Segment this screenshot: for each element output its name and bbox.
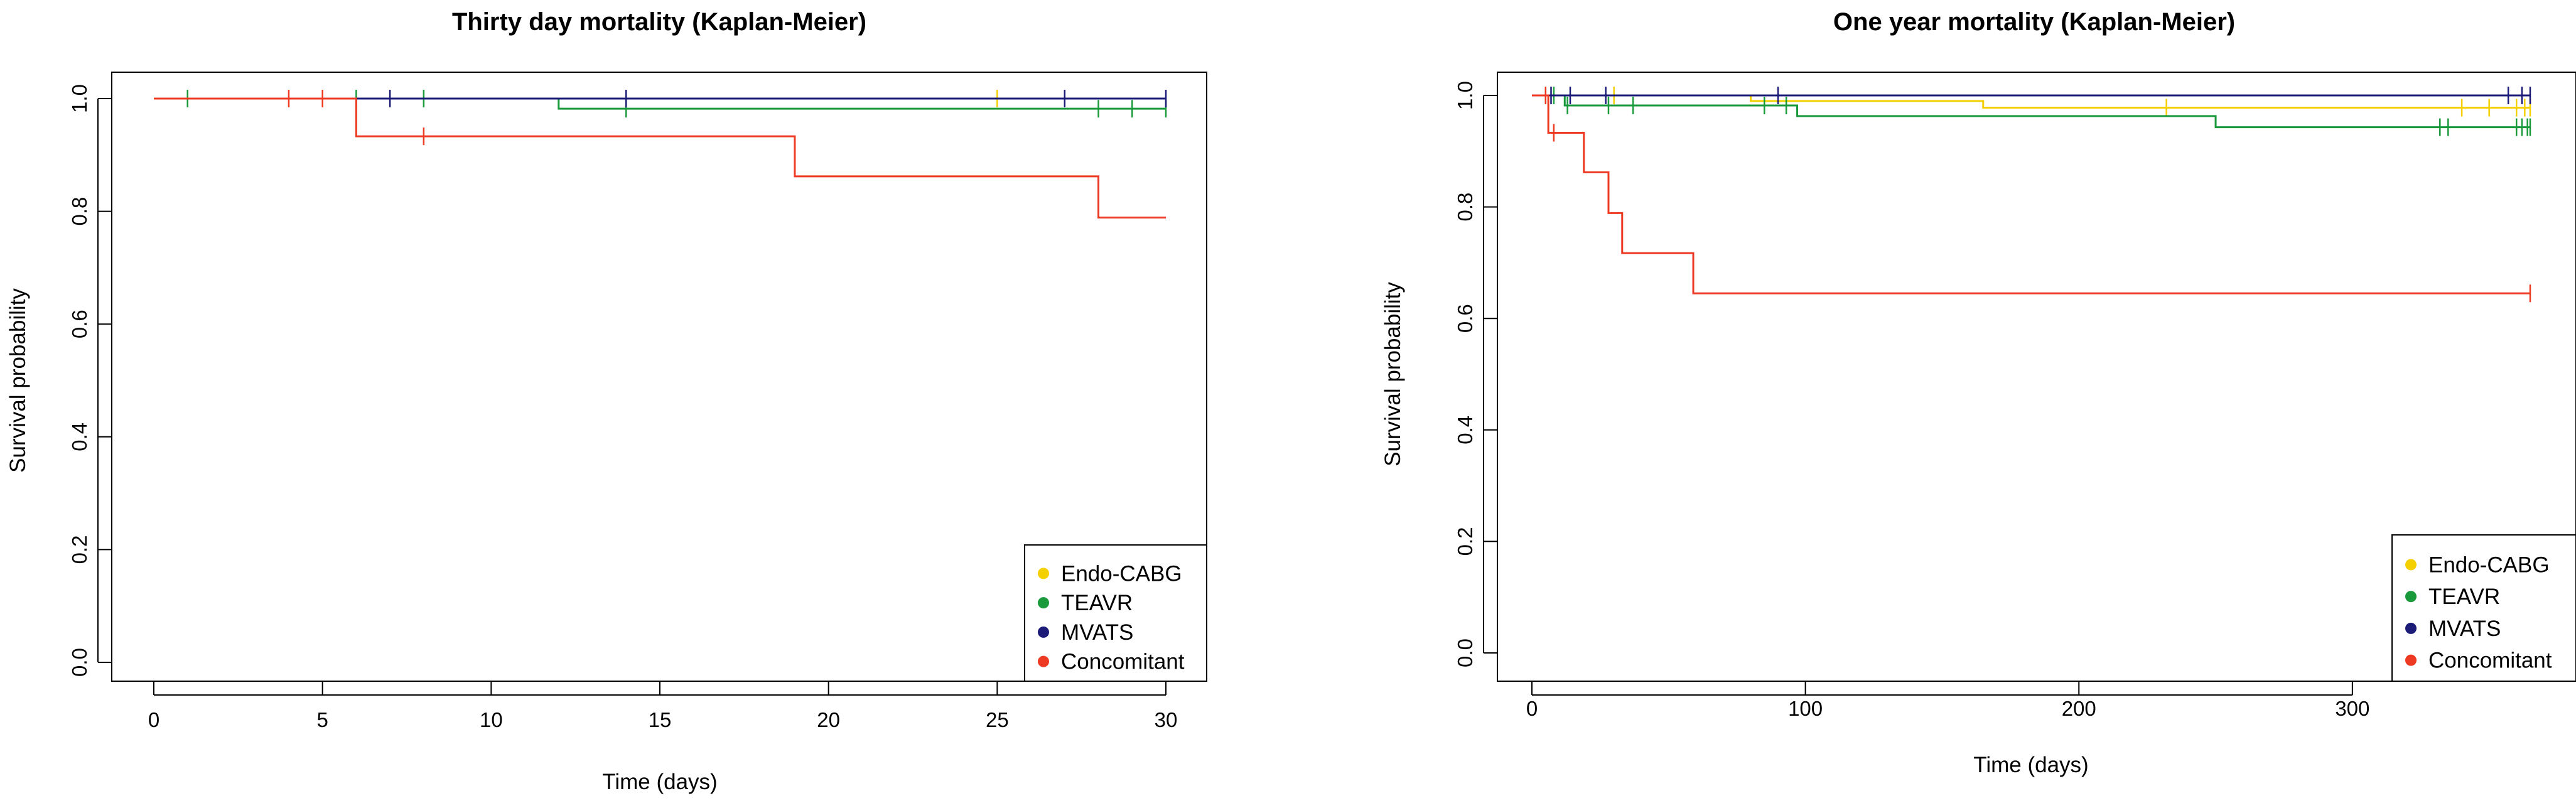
panel-2-legend-marker <box>2405 559 2417 571</box>
panel-1-legend-marker <box>1038 655 1049 667</box>
panel-2-legend-label: MVATS <box>2428 617 2501 641</box>
panel-1-legend-label: Endo-CABG <box>1061 561 1182 586</box>
panel-1-y-tick-label: 0.6 <box>68 310 91 338</box>
panel-1-y-tick-label: 0.8 <box>68 197 91 226</box>
panel-1-y-tick-label: 1.0 <box>68 84 91 113</box>
panel-2-x-axis-label: Time (days) <box>1973 753 2088 777</box>
panel-1-x-tick-label: 20 <box>817 708 840 731</box>
panel-1-x-tick-label: 5 <box>316 708 328 731</box>
panel-1-x-tick-label: 0 <box>148 708 159 731</box>
panel-1-legend-marker <box>1038 626 1049 638</box>
panel-2-x-tick-label: 0 <box>1526 697 1538 720</box>
panel-2-y-tick-label: 0.4 <box>1453 416 1477 444</box>
panel-2-legend-label: TEAVR <box>2428 584 2500 609</box>
panel-1-legend-marker <box>1038 597 1049 609</box>
panel-2-chart-title: One year mortality (Kaplan-Meier) <box>1833 8 2235 36</box>
panel-2-legend-marker <box>2405 591 2417 603</box>
panel-2-legend-marker <box>2405 654 2417 666</box>
panel-1-x-tick-label: 10 <box>480 708 503 731</box>
panel-2-series-teavr-curve <box>1532 94 2530 129</box>
panel-2-legend-label: Endo-CABG <box>2428 552 2550 577</box>
panel-1-legend-label: MVATS <box>1061 620 1133 645</box>
panel-2-x-tick-label: 300 <box>2335 697 2369 720</box>
panel-2-y-axis-label: Survival probability <box>1381 282 1405 466</box>
panel-2-x-tick-label: 200 <box>2062 697 2096 720</box>
panel-2-legend-label: Concomitant <box>2428 649 2552 673</box>
panel-2-legend-box <box>2391 534 2576 682</box>
panel-1-legend-box <box>1024 544 1207 682</box>
panel-2-series-concomitant-curve <box>1532 94 2530 294</box>
panel-1-y-tick-label: 0.0 <box>68 648 91 677</box>
panel-1-series-concomitant-curve <box>154 97 1166 218</box>
panel-1-x-axis-label: Time (days) <box>602 770 717 794</box>
panel-2-legend-marker <box>2405 622 2417 634</box>
panel-2-y-tick-label: 0.8 <box>1453 193 1477 222</box>
panel-2-y-tick-label: 0.2 <box>1453 527 1477 556</box>
panel-2-y-tick-label: 0.6 <box>1453 304 1477 333</box>
panel-1-legend-label: Concomitant <box>1061 650 1185 674</box>
panel-1-legend-marker <box>1038 568 1049 579</box>
panel-1-legend-label: TEAVR <box>1061 591 1133 615</box>
panel-1-y-axis-label: Survival probability <box>6 288 30 473</box>
panel-1-x-tick-label: 15 <box>649 708 672 731</box>
panel-1-x-tick-label: 25 <box>986 708 1009 731</box>
panel-1-chart-title: Thirty day mortality (Kaplan-Meier) <box>452 8 866 36</box>
panel-2-x-tick-label: 100 <box>1788 697 1823 720</box>
panel-2-y-tick-label: 0.0 <box>1453 638 1477 667</box>
panel-1-series-teavr-curve <box>154 97 1166 110</box>
panel-1-y-tick-label: 0.2 <box>68 535 91 564</box>
panel-1-x-tick-label: 30 <box>1155 708 1178 731</box>
panel-2-y-tick-label: 1.0 <box>1453 81 1477 110</box>
panel-2-plot-frame <box>1497 72 2576 682</box>
panel-1-y-tick-label: 0.4 <box>68 423 91 451</box>
